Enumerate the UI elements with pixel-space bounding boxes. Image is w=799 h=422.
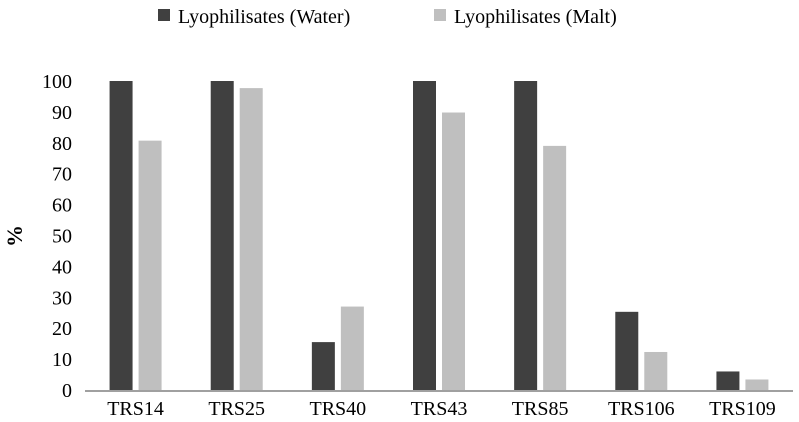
legend: Lyophilisates (Water) Lyophilisates (Malt… xyxy=(158,6,617,28)
y-tick-label: 10 xyxy=(52,349,72,371)
bar-trs25-series-2 xyxy=(239,88,263,391)
y-tick-label: 90 xyxy=(52,102,72,124)
y-tick-label: 30 xyxy=(52,287,72,309)
bar-trs85-series-2 xyxy=(543,145,567,390)
y-axis-ticks: 0 10 20 30 40 50 60 70 80 90 100 xyxy=(42,71,72,402)
x-tick-label: TRS106 xyxy=(608,398,675,420)
bar-trs14-series-1 xyxy=(109,81,133,390)
legend-swatch xyxy=(434,9,446,21)
bar-trs106-series-2 xyxy=(644,351,668,390)
bar-trs25-series-1 xyxy=(210,81,234,390)
legend-swatch xyxy=(158,9,170,21)
legend-label: Lyophilisates (Malt) xyxy=(454,6,617,28)
x-tick-label: TRS85 xyxy=(512,398,569,420)
y-tick-label: 50 xyxy=(52,226,72,248)
y-tick-label: 100 xyxy=(42,71,72,93)
x-axis-labels: TRS14 TRS25 TRS40 TRS43 TRS85 TRS106 TRS109 xyxy=(107,398,776,420)
y-axis-label: % xyxy=(2,225,27,247)
legend-label: Lyophilisates (Water) xyxy=(178,6,350,28)
y-tick-label: 0 xyxy=(62,380,72,402)
bar-trs106-series-1 xyxy=(615,311,639,390)
bar-trs40-series-1 xyxy=(311,342,335,390)
y-tick-label: 80 xyxy=(52,133,72,155)
x-tick-label: TRS40 xyxy=(310,398,367,420)
bar-trs40-series-2 xyxy=(340,306,364,390)
y-tick-label: 70 xyxy=(52,164,72,186)
y-tick-label: 40 xyxy=(52,256,72,278)
x-tick-label: TRS109 xyxy=(709,398,776,420)
bar-trs109-series-2 xyxy=(745,379,769,390)
y-tick-label: 60 xyxy=(52,195,72,217)
bar-trs43-series-2 xyxy=(442,112,465,390)
bar-trs43-series-1 xyxy=(413,81,436,390)
y-tick-label: 20 xyxy=(52,318,72,340)
x-tick-label: TRS25 xyxy=(208,398,265,420)
bar-trs109-series-1 xyxy=(716,371,740,390)
bars xyxy=(109,81,769,391)
x-tick-label: TRS14 xyxy=(107,398,164,420)
bar-trs14-series-2 xyxy=(138,140,162,390)
bar-trs85-series-1 xyxy=(514,81,538,390)
x-tick-label: TRS43 xyxy=(411,398,468,420)
